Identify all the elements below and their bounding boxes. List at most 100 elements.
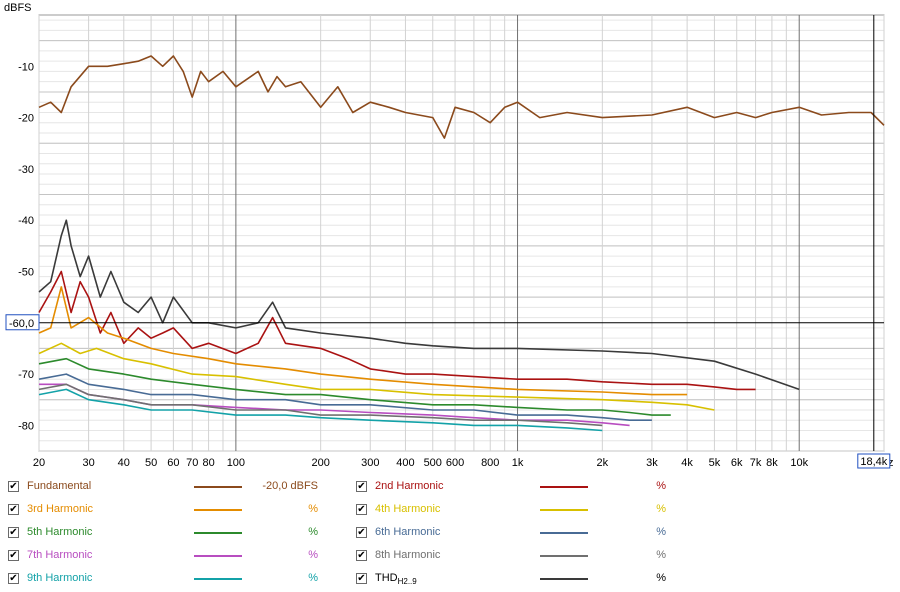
x-tick-label: 60 xyxy=(167,457,179,469)
fundamental-checkbox[interactable]: ✔ xyxy=(8,481,19,492)
legend-label: 3rd Harmonic xyxy=(27,503,94,515)
legend-value: % xyxy=(656,549,666,561)
y-tick-label: -70 xyxy=(18,369,34,381)
legend-value: % xyxy=(656,572,666,584)
2nd-harmonic-checkbox[interactable]: ✔ xyxy=(356,481,367,492)
x-tick-label: 1k xyxy=(512,457,524,469)
grid xyxy=(38,15,885,452)
9th-harmonic-checkbox[interactable]: ✔ xyxy=(8,573,19,584)
legend-swatch xyxy=(194,578,242,580)
legend-item-9th-harmonic[interactable]: ✔ 9th Harmonic % xyxy=(8,572,338,590)
legend-label: 9th Harmonic xyxy=(27,572,93,584)
legend-item-6th-harmonic[interactable]: ✔ 6th Harmonic % xyxy=(356,526,686,544)
legend-value: -20,0 dBFS xyxy=(262,480,318,492)
legend-value: % xyxy=(308,503,318,515)
legend-item-5th-harmonic[interactable]: ✔ 5th Harmonic % xyxy=(8,526,338,544)
x-tick-label: 4k xyxy=(681,457,693,469)
legend-label: 7th Harmonic xyxy=(27,549,93,561)
x-tick-label: 3k xyxy=(646,457,658,469)
series-line-fundamental xyxy=(38,55,885,139)
y-tick-label: -80 xyxy=(18,420,34,432)
7th-harmonic-checkbox[interactable]: ✔ xyxy=(8,550,19,561)
series-line-5th-harmonic xyxy=(38,357,671,416)
x-tick-label: 70 xyxy=(186,457,198,469)
x-tick-label: 500 xyxy=(424,457,442,469)
check-icon: ✔ xyxy=(9,550,18,561)
legend-swatch xyxy=(540,486,588,488)
x-tick-label: 2k xyxy=(597,457,609,469)
legend-item-4th-harmonic[interactable]: ✔ 4th Harmonic % xyxy=(356,503,686,521)
x-tick-label: 400 xyxy=(396,457,414,469)
series-line-8th-harmonic xyxy=(38,383,603,427)
legend-swatch xyxy=(194,486,242,488)
x-tick-label: 200 xyxy=(311,457,329,469)
legend-item-thd[interactable]: ✔ THDH2..9 % xyxy=(356,572,686,590)
5th-harmonic-checkbox[interactable]: ✔ xyxy=(8,527,19,538)
legend-item-2nd-harmonic[interactable]: ✔ 2nd Harmonic % xyxy=(356,480,686,498)
check-icon: ✔ xyxy=(357,550,366,561)
legend-value: % xyxy=(656,526,666,538)
x-tick-label: 7k xyxy=(750,457,762,469)
y-axis-label: dBFS xyxy=(4,2,32,14)
x-tick-label: 8k xyxy=(766,457,778,469)
x-tick-label: 6k xyxy=(731,457,743,469)
check-icon: ✔ xyxy=(357,481,366,492)
cursor-x-readout-box xyxy=(857,453,891,469)
legend-value: % xyxy=(308,572,318,584)
legend-value: % xyxy=(656,480,666,492)
legend-value: % xyxy=(308,526,318,538)
thd-label: THD xyxy=(375,572,398,584)
x-tick-label: 5k xyxy=(709,457,721,469)
legend-swatch xyxy=(194,509,242,511)
legend-label: Fundamental xyxy=(27,480,92,492)
distortion-plot[interactable]: dBFS Hz -10-20-30-40-50-70-8020304050607… xyxy=(0,0,900,472)
legend-label: 6th Harmonic xyxy=(375,526,441,538)
legend-label: 8th Harmonic xyxy=(375,549,441,561)
check-icon: ✔ xyxy=(9,481,18,492)
series-line-9th-harmonic xyxy=(38,388,603,432)
legend-swatch xyxy=(540,578,588,580)
legend-item-3rd-harmonic[interactable]: ✔ 3rd Harmonic % xyxy=(8,503,338,521)
8th-harmonic-checkbox[interactable]: ✔ xyxy=(356,550,367,561)
series-line-2nd-harmonic xyxy=(38,270,756,391)
series-line-6th-harmonic xyxy=(38,373,652,421)
legend-swatch xyxy=(194,532,242,534)
legend-swatch xyxy=(540,509,588,511)
thd-checkbox[interactable]: ✔ xyxy=(356,573,367,584)
check-icon: ✔ xyxy=(9,573,18,584)
legend-item-8th-harmonic[interactable]: ✔ 8th Harmonic % xyxy=(356,549,686,567)
6th-harmonic-checkbox[interactable]: ✔ xyxy=(356,527,367,538)
series-lines xyxy=(38,55,885,432)
legend-label: 5th Harmonic xyxy=(27,526,93,538)
x-tick-label: 40 xyxy=(118,457,130,469)
series-line-3rd-harmonic xyxy=(38,286,688,396)
4th-harmonic-checkbox[interactable]: ✔ xyxy=(356,504,367,515)
y-tick-label: -40 xyxy=(18,215,34,227)
legend-value: % xyxy=(656,503,666,515)
check-icon: ✔ xyxy=(9,504,18,515)
series-line-4th-harmonic xyxy=(38,342,715,411)
tick-labels: -10 -20 -30 -40 -50 -70 -80 20 30 40 50 60 70 80 100 20… xyxy=(18,61,808,469)
legend-value: % xyxy=(308,549,318,561)
legend-item-fundamental[interactable]: ✔ Fundamental -20,0 dBFS xyxy=(8,480,338,498)
y-tick-label: -10 xyxy=(18,61,34,73)
check-icon: ✔ xyxy=(357,504,366,515)
x-tick-label: 800 xyxy=(481,457,499,469)
cursor[interactable]: -60,0 18,4k xyxy=(5,15,891,469)
y-tick-label: -50 xyxy=(18,266,34,278)
check-icon: ✔ xyxy=(357,573,366,584)
x-tick-label: 80 xyxy=(202,457,214,469)
x-tick-label: 600 xyxy=(446,457,464,469)
x-tick-label: 10k xyxy=(790,457,808,469)
legend-item-7th-harmonic[interactable]: ✔ 7th Harmonic % xyxy=(8,549,338,567)
3rd-harmonic-checkbox[interactable]: ✔ xyxy=(8,504,19,515)
cursor-y-readout: -60,0 xyxy=(9,318,34,330)
legend-label: 4th Harmonic xyxy=(375,503,441,515)
x-tick-label: 50 xyxy=(145,457,157,469)
check-icon: ✔ xyxy=(357,527,366,538)
legend-label: THDH2..9 xyxy=(375,572,417,586)
legend-swatch xyxy=(540,555,588,557)
cursor-y-readout-box xyxy=(5,314,40,331)
cursor-x-readout: 18,4k xyxy=(860,456,887,468)
x-tick-label: 20 xyxy=(33,457,45,469)
